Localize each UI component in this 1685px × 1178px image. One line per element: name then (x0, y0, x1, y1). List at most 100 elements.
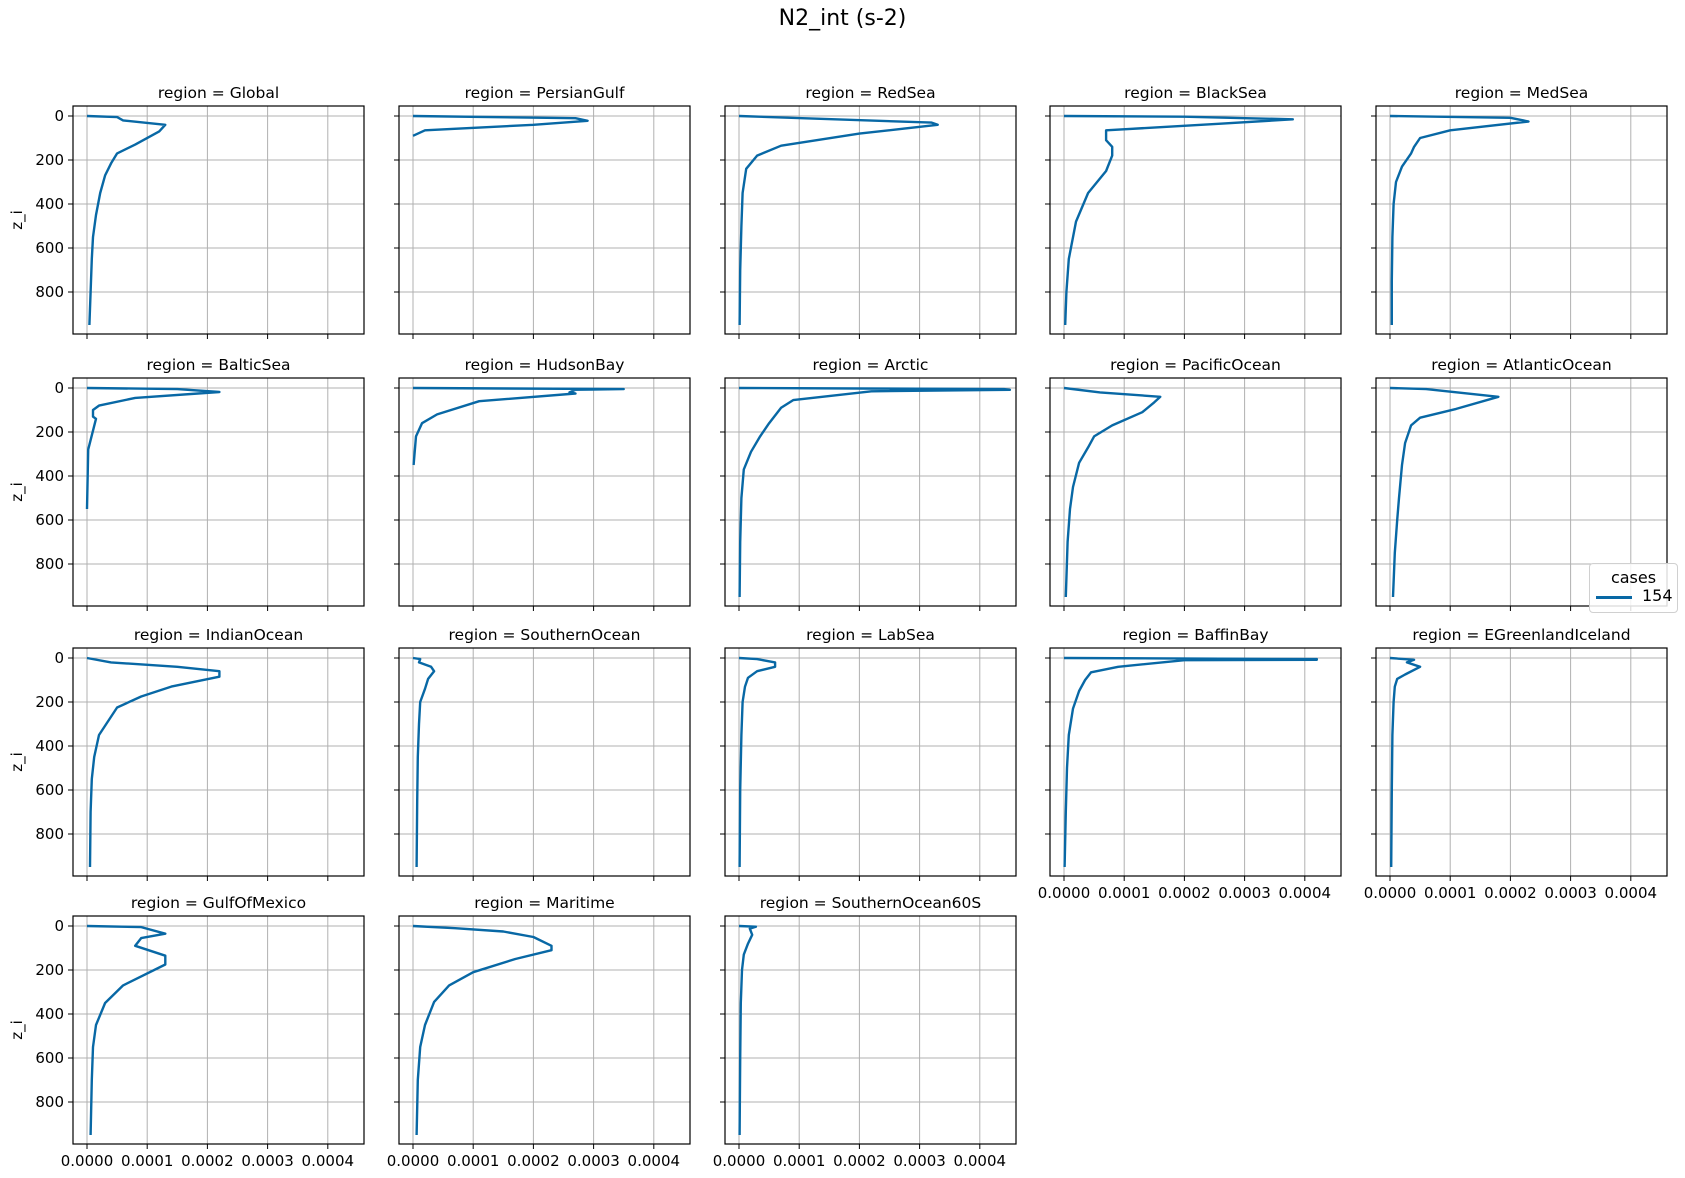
facet-panel: 0.0000 0.0001 0.0002 0.0003 0.0004 region = E… (1364, 626, 1668, 902)
axes-frame (1049, 377, 1342, 607)
x-tick-label: 0.0000 (61, 1152, 114, 1170)
series-line-154 (412, 114, 589, 137)
y-tick-label: 800 (35, 825, 64, 843)
series-line-154 (1389, 656, 1422, 868)
series-line-154 (86, 656, 221, 868)
y-tick-label: 0 (54, 649, 64, 667)
x-tick-label: 0.0003 (893, 1152, 946, 1170)
axes-frame (1375, 105, 1668, 335)
facet-panel: 0 200 400 600 800 z_i region = Global (8, 84, 365, 339)
y-axis-label: z_i (8, 1020, 27, 1040)
x-tick-label: 0.0002 (833, 1152, 886, 1170)
series-line-154 (412, 656, 436, 868)
facet-panel: region = LabSea (720, 626, 1017, 881)
facet-title: region = EGreenlandIceland (1412, 626, 1630, 644)
axes-frame (1049, 105, 1342, 335)
x-tick-label: 0.0001 (1098, 884, 1151, 902)
axes-frame (724, 647, 1017, 877)
facet-title: region = HudsonBay (465, 356, 625, 374)
x-tick-label: 0.0002 (181, 1152, 234, 1170)
x-tick-label: 0.0001 (773, 1152, 826, 1170)
series-line-154 (738, 924, 758, 1136)
axes-frame (398, 377, 691, 607)
x-tick-label: 0.0002 (1484, 884, 1537, 902)
series-line-154 (738, 386, 1012, 598)
facet-title: region = GulfOfMexico (131, 894, 306, 912)
facet-title: region = PacificOcean (1110, 356, 1281, 374)
legend-line-swatch (1596, 596, 1632, 599)
y-tick-label: 800 (35, 555, 64, 573)
legend-entry-label: 154 (1642, 586, 1673, 605)
figure-title: N2_int (s-2) (778, 6, 907, 31)
x-tick-label: 0.0003 (1544, 884, 1597, 902)
axes-frame (72, 105, 365, 335)
facet-panel: 0 200 400 600 800 z_i region = BalticSea (8, 356, 365, 611)
x-tick-label: 0.0003 (567, 1152, 620, 1170)
facet-title: region = AtlanticOcean (1431, 356, 1611, 374)
facet-panel: 0.0000 0.0001 0.0002 0.0003 0.0004 region = M… (387, 894, 691, 1170)
x-tick-label: 0.0004 (302, 1152, 355, 1170)
y-tick-label: 600 (35, 511, 64, 529)
axes-frame (724, 915, 1017, 1145)
y-tick-label: 600 (35, 781, 64, 799)
facet-title: region = SouthernOcean60S (760, 894, 982, 912)
series-line-154 (1389, 386, 1500, 598)
y-axis-label: z_i (8, 482, 27, 502)
facet-panel: 0.0000 0.0001 0.0002 0.0003 0.0004 region = B… (1038, 626, 1342, 902)
x-tick-label: 0.0004 (1605, 884, 1658, 902)
axes-frame (398, 647, 691, 877)
x-tick-label: 0.0001 (447, 1152, 500, 1170)
y-tick-label: 800 (35, 1093, 64, 1111)
facet-panel: region = HudsonBay (394, 356, 691, 611)
series-line-154 (412, 924, 553, 1136)
axes-frame (72, 647, 365, 877)
series-line-154 (1389, 114, 1530, 325)
facet-title: region = MedSea (1455, 84, 1588, 102)
facet-title: region = BlackSea (1124, 84, 1267, 102)
facet-panel: region = PacificOcean (1045, 356, 1342, 611)
y-tick-label: 200 (35, 151, 64, 169)
legend-title: cases (1610, 568, 1657, 587)
series-line-154 (86, 114, 167, 326)
axes-frame (72, 377, 365, 607)
series-line-154 (412, 386, 625, 466)
x-tick-label: 0.0001 (121, 1152, 174, 1170)
facet-panel: 0 200 400 600 800 0.0000 0.0001 0.0002 0.0003 0.0… (8, 894, 365, 1170)
series-line-154 (1063, 386, 1162, 598)
x-tick-label: 0.0000 (1364, 884, 1417, 902)
facet-title: region = IndianOcean (134, 626, 303, 644)
axes-frame (398, 105, 691, 335)
facet-panel: 0.0000 0.0001 0.0002 0.0003 0.0004 region = S… (713, 894, 1017, 1170)
axes-frame (1049, 647, 1342, 877)
facet-panel: region = SouthernOcean (394, 626, 691, 881)
y-tick-label: 600 (35, 1049, 64, 1067)
x-tick-label: 0.0000 (713, 1152, 766, 1170)
y-tick-label: 200 (35, 693, 64, 711)
facet-title: region = Arctic (813, 356, 929, 374)
y-tick-label: 800 (35, 283, 64, 301)
series-line-154 (738, 114, 939, 326)
facet-panel: region = Arctic (720, 356, 1017, 611)
y-tick-label: 400 (35, 1005, 64, 1023)
axes-frame (398, 915, 691, 1145)
x-tick-label: 0.0004 (1279, 884, 1332, 902)
facet-panel: region = RedSea (720, 84, 1017, 339)
series-line-154 (1063, 114, 1295, 326)
facet-title: region = BaffinBay (1122, 626, 1268, 644)
x-tick-label: 0.0000 (387, 1152, 440, 1170)
x-tick-label: 0.0004 (954, 1152, 1007, 1170)
y-axis-label: z_i (8, 752, 27, 772)
facet-panel: region = BlackSea (1045, 84, 1342, 339)
axes-frame (1375, 647, 1668, 877)
y-tick-label: 200 (35, 423, 64, 441)
x-tick-label: 0.0001 (1424, 884, 1477, 902)
axes-frame (1375, 377, 1668, 607)
y-tick-label: 600 (35, 239, 64, 257)
series-line-154 (738, 656, 777, 868)
facet-panel: region = PersianGulf (394, 84, 691, 339)
facet-title: region = Maritime (474, 894, 614, 912)
x-tick-label: 0.0004 (628, 1152, 681, 1170)
y-tick-label: 0 (54, 107, 64, 125)
x-tick-label: 0.0003 (241, 1152, 294, 1170)
